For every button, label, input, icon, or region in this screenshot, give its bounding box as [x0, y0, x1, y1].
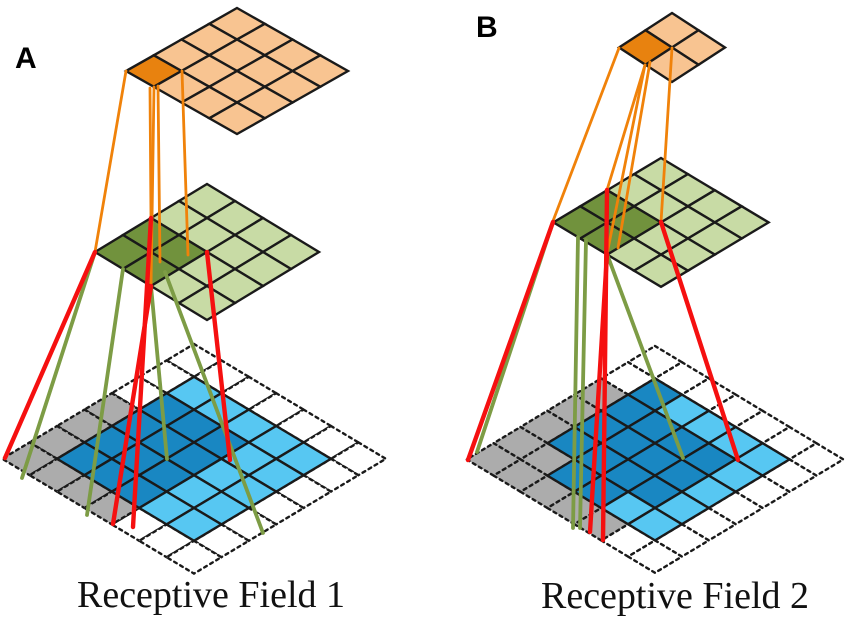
cell-u5-v5 — [625, 506, 685, 542]
orange-connection-line — [605, 63, 647, 256]
panel-b-input-grid — [464, 344, 846, 575]
cell-u6-v6 — [164, 539, 224, 575]
orange-connection-line — [551, 46, 621, 223]
cell-u3-v3 — [631, 253, 691, 289]
green-connection-line — [163, 270, 265, 535]
red-connection-line — [587, 251, 610, 535]
cell-u3-v3 — [176, 284, 238, 322]
panel-a — [0, 6, 389, 575]
orange-connection-line — [149, 85, 156, 288]
red-connection-line — [658, 219, 741, 463]
panel-b — [464, 11, 846, 575]
red-connection-line — [600, 187, 610, 543]
cell-u5-v5 — [164, 506, 224, 543]
red-connection-line — [130, 215, 154, 530]
green-connection-line — [571, 235, 580, 530]
orange-connection-line — [659, 46, 674, 224]
panel-a-label: A — [15, 42, 37, 75]
orange-connection-line — [148, 86, 153, 220]
panel-b-caption: Receptive Field 2 — [540, 575, 810, 617]
green-connection-line — [85, 267, 125, 517]
panel-a-input-grid — [0, 342, 389, 575]
orange-connection-line — [605, 63, 647, 192]
green-connection-line — [578, 238, 588, 530]
orange-connection-line — [93, 69, 128, 254]
panel-a-output-grid — [123, 6, 351, 136]
green-connection-line — [20, 250, 97, 480]
red-connection-line — [110, 283, 154, 527]
orange-connection-line — [616, 60, 652, 250]
red-connection-line — [465, 219, 556, 463]
panel-a-caption: Receptive Field 1 — [76, 574, 346, 616]
cell-u6-v6 — [625, 538, 685, 575]
cell-u3-v3 — [206, 101, 268, 136]
orange-connection-line — [156, 84, 162, 264]
green-connection-line — [149, 284, 169, 461]
green-connection-line — [605, 252, 685, 460]
red-connection-line — [2, 249, 98, 461]
panel-b-label: B — [476, 11, 498, 44]
red-connection-line — [204, 249, 233, 463]
orange-connection-line — [180, 69, 190, 257]
